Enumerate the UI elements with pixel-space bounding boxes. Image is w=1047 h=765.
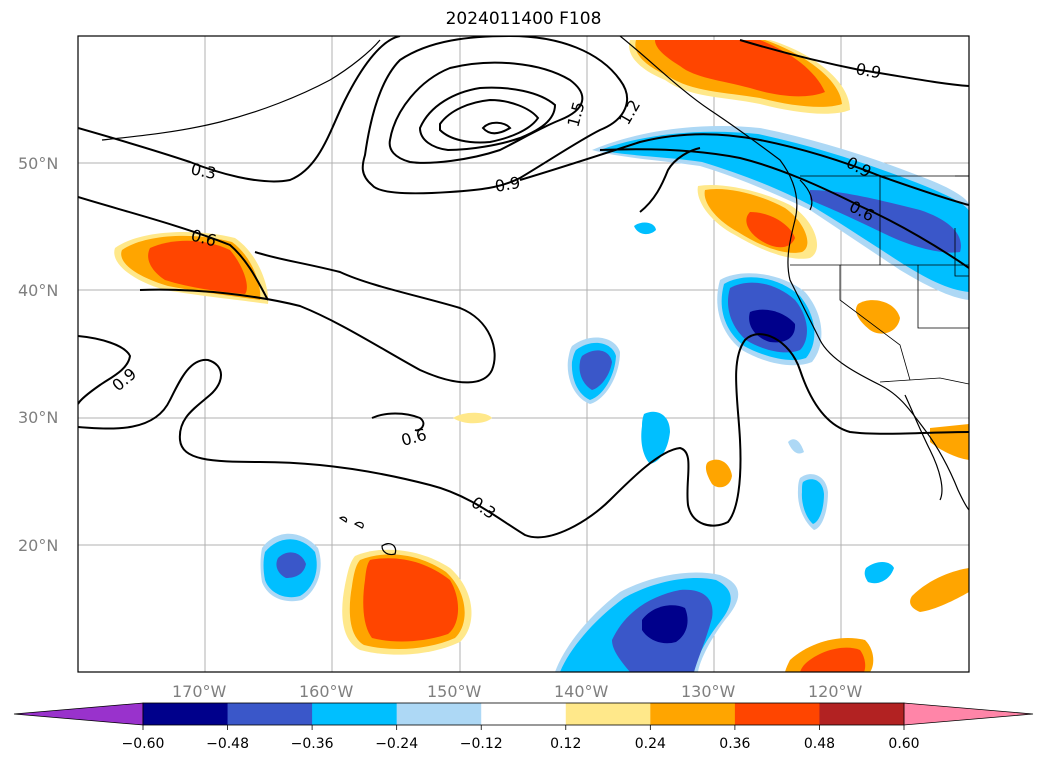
colorbar-segment bbox=[819, 703, 905, 725]
colorbar-segment bbox=[481, 703, 567, 725]
lat-label-50n: 50°N bbox=[18, 154, 59, 173]
colorbar-tick-label: 0.48 bbox=[803, 736, 836, 752]
colorbar-segment bbox=[650, 703, 736, 725]
lat-label-30n: 30°N bbox=[18, 408, 59, 427]
lat-label-20n: 20°N bbox=[18, 536, 59, 555]
lon-label-170w: 170°W bbox=[172, 682, 227, 701]
colorbar bbox=[13, 702, 1034, 730]
map-background bbox=[78, 36, 969, 672]
negative-anomaly-areas bbox=[260, 126, 969, 672]
colorbar-tick-label: −0.60 bbox=[121, 736, 165, 752]
lon-label-150w: 150°W bbox=[427, 682, 482, 701]
lon-label-120w: 120°W bbox=[808, 682, 863, 701]
lon-label-140w: 140°W bbox=[554, 682, 609, 701]
positive-anomaly-areas bbox=[114, 40, 969, 672]
colorbar-tick-label: 0.12 bbox=[550, 736, 582, 752]
colorbar-segment bbox=[396, 703, 482, 725]
figure-title: 2024011400 F108 bbox=[445, 9, 602, 29]
colorbar-tick-label: −0.24 bbox=[375, 736, 419, 752]
coastlines bbox=[101, 36, 969, 556]
colorbar-segment bbox=[734, 703, 820, 725]
colorbar-tick-label: −0.36 bbox=[290, 736, 334, 752]
lon-label-160w: 160°W bbox=[299, 682, 354, 701]
colorbar-segment bbox=[143, 703, 229, 725]
map-frame bbox=[77, 35, 970, 673]
colorbar-segment bbox=[565, 703, 651, 725]
colorbar-segment bbox=[312, 703, 398, 725]
colorbar-tick-label: −0.12 bbox=[459, 736, 503, 752]
contour-label: 0.9 bbox=[493, 173, 521, 196]
colorbar-tick-label: 0.24 bbox=[634, 736, 666, 752]
colorbar-segment bbox=[227, 703, 313, 725]
lat-label-40n: 40°N bbox=[18, 281, 59, 300]
contour-label: 0.9 bbox=[854, 59, 882, 82]
colorbar-tick-label: 0.60 bbox=[888, 736, 920, 752]
colorbar-tick-label: −0.48 bbox=[206, 736, 249, 752]
contour-lines bbox=[78, 36, 969, 539]
lon-label-130w: 130°W bbox=[681, 682, 736, 701]
colorbar-tick-label: 0.36 bbox=[719, 736, 751, 752]
borders bbox=[790, 175, 969, 385]
contour-label: 0.3 bbox=[189, 159, 218, 183]
